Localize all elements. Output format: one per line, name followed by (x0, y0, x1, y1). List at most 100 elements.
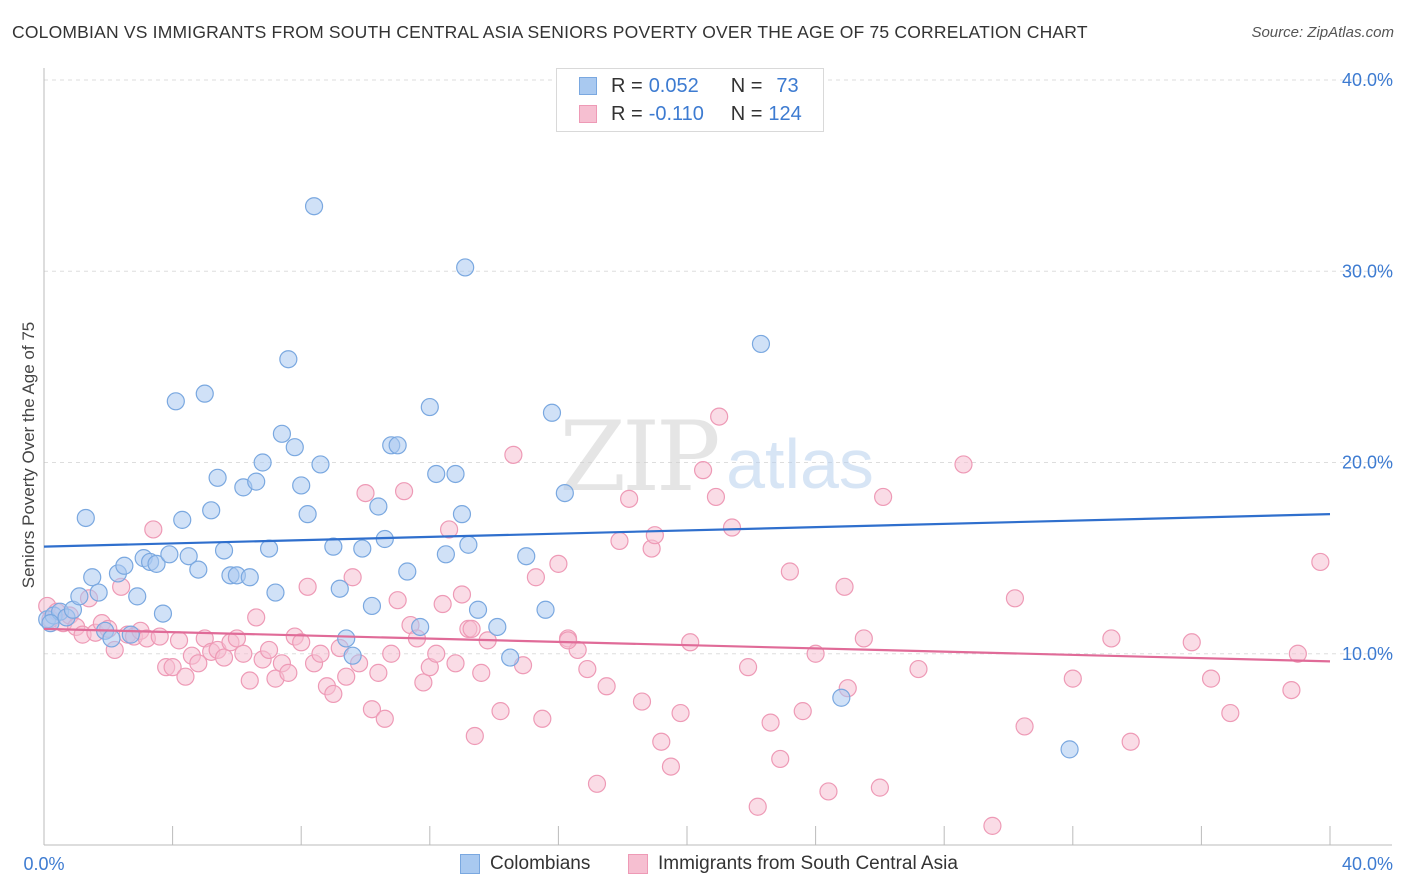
immigrant-point (761, 713, 780, 732)
immigrant-point (780, 562, 799, 581)
colombian-point (266, 583, 285, 602)
immigrant-point (693, 461, 713, 480)
immigrant-point (427, 644, 446, 663)
immigrant-point (433, 594, 452, 614)
immigrant-point (587, 774, 607, 793)
immigrant-point (1288, 644, 1307, 663)
immigrant-point (414, 673, 433, 692)
immigrant-point (259, 640, 279, 660)
colombian-point (362, 596, 382, 616)
immigrant-point (558, 631, 578, 650)
series-blue-points (38, 197, 1079, 759)
tick-labels: 10.0% 20.0% 30.0% 40.0% 0.0% 40.0% (23, 70, 1393, 874)
immigrant-point (176, 667, 195, 686)
immigrant-point (597, 677, 616, 696)
correlation-legend: R = 0.052 N = 73 R = -0.110 N = 124 (556, 68, 824, 132)
colombian-point (76, 508, 95, 528)
immigrant-point (240, 671, 259, 690)
legend-n-value: 73 (776, 74, 799, 97)
colombian-point (343, 646, 362, 665)
colombian-point (214, 541, 234, 560)
colombian-point (247, 472, 266, 491)
immigrant-point (247, 608, 266, 627)
immigrant-point (748, 797, 767, 816)
immigrant-point (394, 482, 414, 501)
immigrant-point (793, 702, 812, 721)
immigrant-point (874, 487, 893, 507)
immigrant-point (462, 619, 481, 638)
colombian-point (324, 537, 343, 556)
immigrant-point (610, 531, 629, 551)
colombian-point (189, 560, 208, 579)
colombian-point (751, 334, 771, 354)
immigrant-point (504, 445, 523, 464)
immigrant-point (439, 520, 459, 539)
grid-lines (44, 79, 1392, 655)
immigrant-point (652, 732, 671, 751)
trend-line-immigrants (43, 627, 1331, 663)
colombian-point (121, 625, 140, 644)
immigrant-point (311, 644, 330, 663)
colombian-point (1060, 740, 1079, 759)
watermark-zip: ZIP (559, 401, 718, 513)
colombian-point (173, 510, 192, 529)
colombian-point (41, 614, 60, 633)
colombian-point (311, 455, 330, 474)
immigrant-point (446, 654, 465, 673)
immigrant-point (671, 703, 690, 723)
legend-r-value: -0.110 (648, 102, 704, 125)
x-tick-label: 40.0% (1342, 854, 1393, 874)
trend-lines (43, 513, 1331, 663)
immigrant-point (909, 659, 928, 679)
immigrant-point (706, 487, 726, 507)
colombian-point (285, 438, 304, 457)
colombian-point (147, 554, 166, 573)
x-tick-label: 0.0% (23, 854, 64, 874)
immigrant-point (491, 702, 510, 721)
colombian-point (517, 547, 536, 566)
colombian-point (115, 556, 134, 575)
colombian-point (542, 403, 562, 422)
immigrant-point (710, 407, 729, 426)
immigrant-point (1182, 633, 1201, 652)
legend-swatch-blue (579, 77, 597, 95)
immigrant-point (362, 700, 382, 719)
colombian-point (202, 501, 221, 520)
immigrant-point (661, 757, 681, 776)
colombian-point (468, 600, 488, 619)
colombian-point (536, 600, 555, 619)
immigrant-point (388, 591, 407, 610)
immigrant-point (298, 577, 317, 596)
colombian-point (208, 468, 227, 487)
colombian-point (555, 484, 574, 503)
legend-item-immigrants: Immigrants from South Central Asia (628, 853, 958, 875)
legend-r-label: R = (611, 74, 643, 97)
immigrant-point (578, 659, 597, 679)
colombian-point (160, 545, 179, 564)
colombian-point (459, 535, 478, 554)
immigrant-point (738, 658, 758, 677)
y-tick-label: 30.0% (1342, 261, 1393, 281)
watermark: ZIP atlas (559, 401, 874, 513)
immigrant-point (620, 489, 639, 508)
colombian-point (195, 384, 214, 403)
colombian-point (89, 583, 108, 602)
immigrant-point (144, 520, 163, 539)
y-tick-label: 20.0% (1342, 453, 1393, 473)
immigrant-point (722, 518, 742, 537)
y-tick-label: 40.0% (1342, 70, 1393, 90)
colombian-point (337, 629, 356, 648)
chart-title: COLOMBIAN VS IMMIGRANTS FROM SOUTH CENTR… (12, 22, 1088, 42)
colombian-point (128, 587, 147, 606)
colombian-point (279, 350, 298, 369)
colombian-point (304, 197, 324, 216)
legend-swatch-pink (628, 854, 648, 874)
immigrant-point (337, 667, 356, 686)
colombian-point (298, 505, 317, 524)
colombian-point (501, 648, 520, 667)
immigrant-point (227, 629, 246, 648)
immigrant-point (279, 663, 298, 682)
immigrant-point (854, 629, 873, 648)
immigrant-point (1282, 680, 1301, 700)
legend-label-colombians: Colombians (490, 853, 591, 874)
